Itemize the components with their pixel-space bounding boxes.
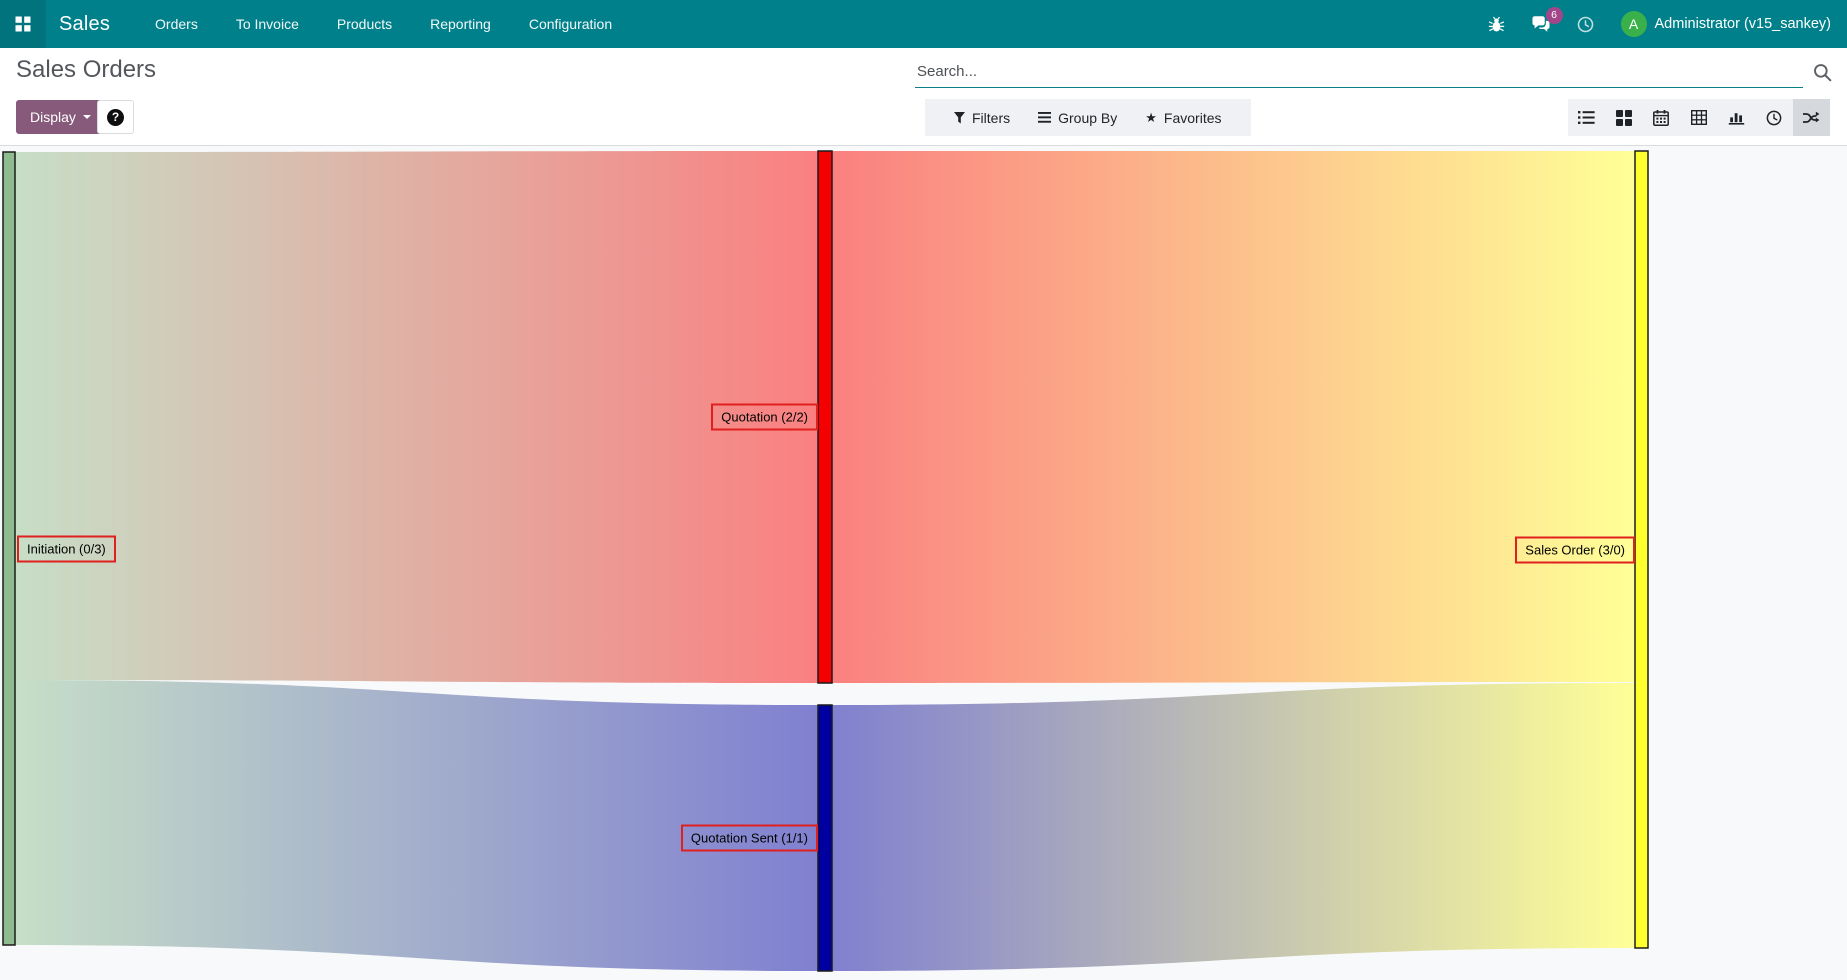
sankey-view-content: Initiation (0/3) Quotation (2/2) Quotation… [0,146,1847,979]
display-dropdown-button[interactable]: Display [16,100,105,134]
top-navbar: Sales Orders To Invoice Products Reporti… [0,0,1847,48]
sankey-link-quotation-to-sales_order [832,151,1635,683]
nav-item-products[interactable]: Products [336,16,393,32]
apps-menu-button[interactable] [0,0,46,48]
filter-funnel-icon [954,111,965,123]
bug-icon [1488,16,1504,32]
sankey-node-label-quotation[interactable]: Quotation (2/2) [711,403,818,431]
view-switcher [1567,99,1830,136]
activity-menu-button[interactable] [1564,16,1607,33]
group-by-bars-icon [1038,112,1052,123]
activity-clock-icon [1766,110,1782,125]
search-icon[interactable] [1813,63,1832,82]
chevron-down-icon [82,115,91,119]
nav-item-reporting[interactable]: Reporting [430,16,491,32]
group-by-label: Group By [1058,109,1118,126]
question-circle-icon: ? [107,108,124,126]
page-title: Sales Orders [16,56,157,83]
sankey-diagram: Initiation (0/3) Quotation (2/2) Quotation… [0,148,1650,979]
sankey-node-label-initiation[interactable]: Initiation (0/3) [17,535,116,562]
group-by-button[interactable]: Group By [1024,110,1131,126]
sankey-shuffle-icon [1803,111,1820,123]
pivot-view-icon [1690,110,1707,125]
nav-item-orders[interactable]: Orders [155,16,198,32]
view-pivot-button[interactable] [1680,99,1718,136]
sankey-node-label-quotation_sent[interactable]: Quotation Sent (1/1) [680,824,818,852]
message-count-badge: 6 [1545,6,1563,24]
list-view-icon [1577,111,1595,124]
sankey-node-sales_order[interactable] [1634,150,1649,949]
nav-item-to-invoice[interactable]: To Invoice [235,16,299,32]
nav-item-configuration[interactable]: Configuration [528,16,613,32]
kanban-view-icon [1615,109,1632,126]
sankey-link-quotation_sent-to-sales_order [832,683,1635,971]
user-name[interactable]: Administrator (v15_sankey) [1654,16,1832,32]
user-avatar[interactable]: A [1620,11,1647,37]
sankey-node-quotation_sent[interactable] [817,704,833,972]
sankey-svg [2,150,1649,972]
search-input[interactable] [915,54,1803,88]
view-sankey-button[interactable] [1792,99,1830,136]
sankey-node-quotation[interactable] [817,150,833,684]
view-kanban-button[interactable] [1605,99,1643,136]
star-icon: ★ [1145,109,1157,125]
sankey-link-initiation-to-quotation_sent [15,680,818,971]
search-box [915,54,1832,92]
favorites-label: Favorites [1163,109,1222,126]
view-activity-button[interactable] [1755,99,1793,136]
apps-grid-icon [15,16,31,32]
filters-label: Filters [972,109,1011,126]
filters-button[interactable]: Filters [940,110,1024,126]
app-brand[interactable]: Sales [59,12,111,35]
search-options-bar: Filters Group By ★ Favorites [925,99,1251,136]
messages-button[interactable]: 6 [1518,6,1564,33]
sankey-node-label-sales_order[interactable]: Sales Order (3/0) [1515,536,1635,563]
graph-view-icon [1728,113,1744,125]
view-graph-button[interactable] [1718,99,1756,136]
display-button-label: Display [30,109,76,125]
chat-bubbles-icon [1532,15,1549,32]
sankey-link-initiation-to-quotation [15,151,818,683]
view-list-button[interactable] [1568,99,1606,136]
view-calendar-button[interactable] [1643,99,1681,136]
nav-right-group: 6 A Administrator (v15_sankey) [1475,6,1847,37]
clock-icon [1577,16,1593,32]
sankey-node-initiation[interactable] [2,151,16,946]
help-button[interactable]: ? [97,100,134,134]
control-panel: Sales Orders Display ? Filters Group By … [0,48,1847,146]
favorites-button[interactable]: ★ Favorites [1131,110,1235,126]
debug-bug-button[interactable] [1475,16,1518,33]
calendar-view-icon [1653,109,1670,126]
